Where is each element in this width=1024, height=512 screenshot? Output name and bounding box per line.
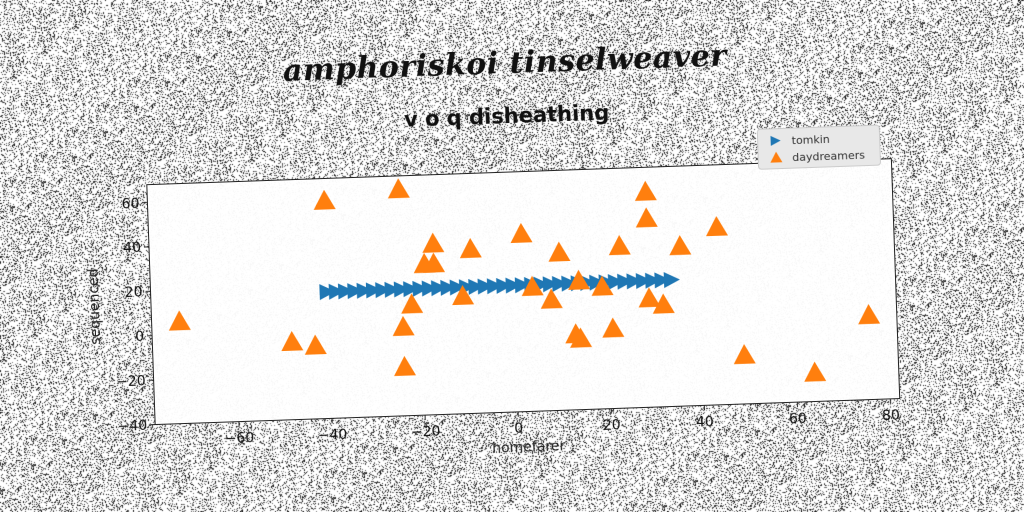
- tomkin-point: [542, 276, 559, 293]
- tomkin-point: [663, 272, 680, 289]
- ticks: −60 −40 −20 0 20 40 60 80 −40 −20 0 20 40 60: [116, 196, 900, 447]
- daydreamers-point: [634, 180, 657, 201]
- legend-label-daydreamers: daydreamers: [792, 149, 865, 165]
- legend-marker-tomkin: [770, 135, 781, 146]
- daydreamers-point: [635, 207, 658, 228]
- tomkin-point: [328, 283, 345, 300]
- daydreamers-point: [570, 327, 593, 348]
- tomkin-point: [505, 277, 522, 294]
- daydreamers-point: [608, 235, 631, 256]
- tomkin-point: [365, 282, 383, 299]
- x-tick-label: 60: [789, 411, 807, 428]
- tomkin-point: [440, 279, 457, 296]
- y-tick-label: 60: [121, 196, 139, 213]
- tomkin-point: [347, 283, 364, 300]
- axes: [146, 158, 901, 426]
- daydreamers-point: [387, 178, 410, 199]
- x-tick-label: −40: [318, 427, 348, 444]
- x-tick-label: −20: [411, 424, 441, 441]
- daydreamers-point: [602, 317, 625, 338]
- legend-label-tomkin: tomkin: [791, 133, 830, 147]
- tomkin-point: [626, 273, 643, 290]
- daydreamers-point: [510, 222, 533, 244]
- daydreamers-point: [452, 284, 475, 306]
- tomkin-point: [645, 272, 662, 289]
- tomkin-point: [589, 274, 606, 291]
- tomkin-point: [468, 278, 485, 295]
- y-tick-label: −20: [116, 373, 146, 390]
- tomkin-point: [449, 279, 466, 296]
- y-tick-label: 40: [123, 240, 141, 257]
- daydreamers-point: [394, 355, 417, 377]
- tomkin-point: [617, 273, 634, 290]
- tomkin-point: [356, 282, 373, 299]
- y-tick-label: −40: [117, 418, 147, 435]
- tomkin-point: [486, 278, 504, 295]
- daydreamers-point: [568, 269, 591, 290]
- daydreamers-point: [401, 293, 424, 314]
- tomkin-point: [337, 283, 355, 300]
- y-axis-label: sequenced: [86, 268, 105, 345]
- legend-box: [756, 124, 881, 170]
- legend-marker-daydreamers: [770, 151, 783, 163]
- tomkin-point: [375, 282, 392, 299]
- y-tick-label: 0: [135, 329, 144, 345]
- tomkin-point: [514, 277, 532, 294]
- x-tick-label: 40: [696, 414, 714, 431]
- x-tick-label: 0: [514, 421, 523, 437]
- tomkin-point: [393, 281, 411, 298]
- tomkin-point: [384, 281, 401, 298]
- tomkin-point: [412, 280, 429, 297]
- x-axis-label: homefarer: [492, 438, 566, 457]
- daydreamers-point: [422, 232, 445, 253]
- daydreamers-point: [313, 189, 336, 210]
- tomkin-point: [496, 277, 513, 294]
- daydreamers-point: [459, 237, 482, 259]
- tomkin-point: [421, 280, 438, 297]
- y-tick-label: 20: [124, 285, 142, 302]
- daydreamers-point: [168, 310, 191, 331]
- plot-area: [146, 158, 901, 426]
- series-daydreamers: [168, 178, 881, 382]
- daydreamers-point: [733, 344, 756, 365]
- tomkin-point: [477, 278, 494, 295]
- tomkin-point: [607, 273, 625, 290]
- tomkin-point: [430, 280, 448, 297]
- tomkin-point: [403, 281, 420, 298]
- x-tick-label: −60: [224, 430, 254, 447]
- x-tick-label: 20: [603, 417, 621, 434]
- legend: tomkin daydreamers: [756, 124, 881, 170]
- daydreamers-point: [304, 334, 327, 355]
- daydreamers-point: [669, 235, 692, 256]
- tomkin-point: [551, 275, 569, 292]
- daydreamers-point: [652, 293, 675, 314]
- tomkin-point: [654, 272, 671, 289]
- daydreamers-point: [423, 252, 446, 273]
- daydreamers-point: [540, 288, 563, 309]
- daydreamers-point: [548, 241, 571, 262]
- series-tomkin: [319, 272, 680, 301]
- tomkin-point: [319, 284, 336, 301]
- daydreamers-point: [858, 304, 881, 325]
- daydreamers-point: [804, 361, 827, 382]
- daydreamers-point: [521, 275, 544, 297]
- tomkin-point: [635, 273, 653, 290]
- x-tick-label: 80: [882, 408, 900, 425]
- tomkin-point: [561, 275, 578, 292]
- daydreamers-point: [638, 287, 661, 308]
- daydreamers-point: [591, 275, 614, 296]
- daydreamers-point: [392, 315, 415, 337]
- daydreamers-point: [706, 216, 728, 237]
- daydreamers-point: [281, 330, 304, 352]
